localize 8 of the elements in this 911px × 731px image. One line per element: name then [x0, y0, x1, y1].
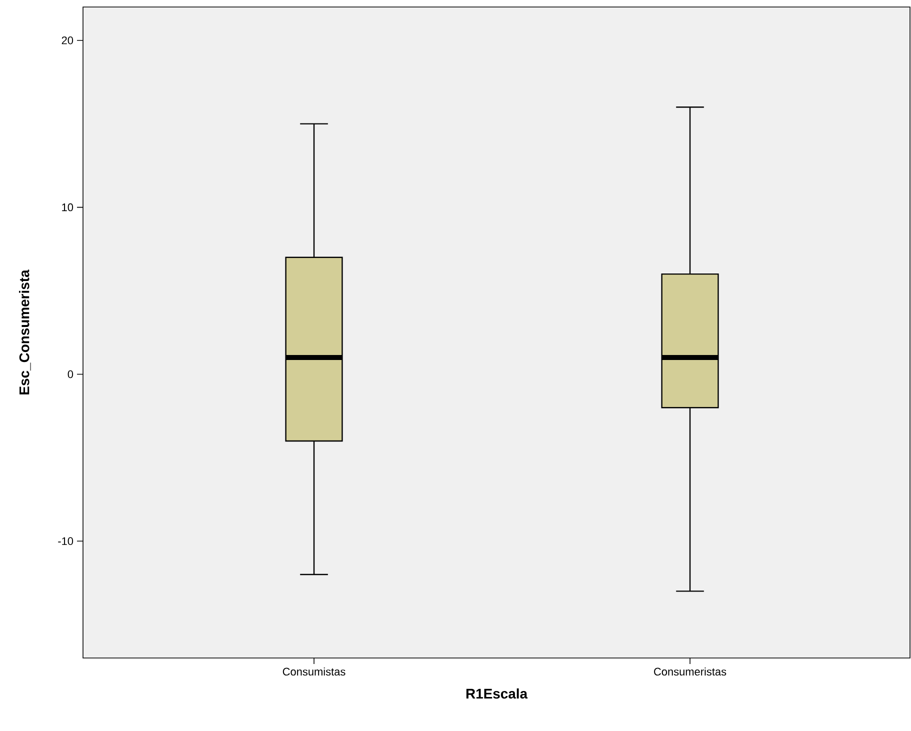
y-tick-label: 0: [68, 370, 74, 378]
x-tick-label: Consumistas: [282, 668, 346, 676]
x-axis-title: R1Escala: [466, 688, 528, 699]
y-tick-label: -10: [58, 537, 74, 546]
y-tick-label: 20: [62, 36, 74, 44]
y-axis-title: Esc_Consumerista: [18, 270, 31, 394]
x-tick-label: Consumeristas: [654, 668, 726, 676]
y-tick-label: 10: [62, 203, 74, 212]
